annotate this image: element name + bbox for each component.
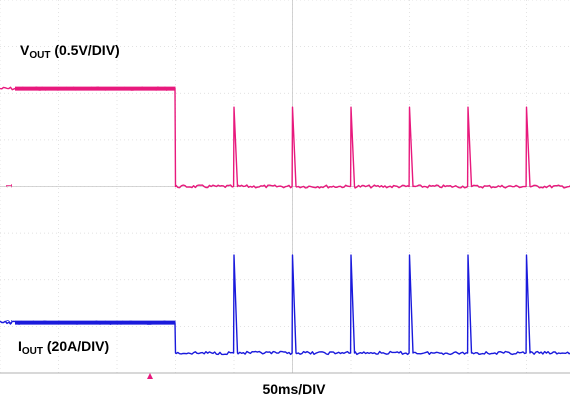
iout-channel-label: IOUT (20A/DIV) <box>18 338 109 357</box>
traces <box>0 86 570 356</box>
trace-vout <box>0 86 570 189</box>
vout-channel-label: VOUT (0.5V/DIV) <box>20 42 120 61</box>
x-axis-scale-label: 50ms/DIV <box>262 381 326 397</box>
trigger-marker-icon <box>147 373 153 379</box>
channel-1-marker: 1 <box>5 183 14 188</box>
channel-2-marker: 2 <box>5 319 14 324</box>
